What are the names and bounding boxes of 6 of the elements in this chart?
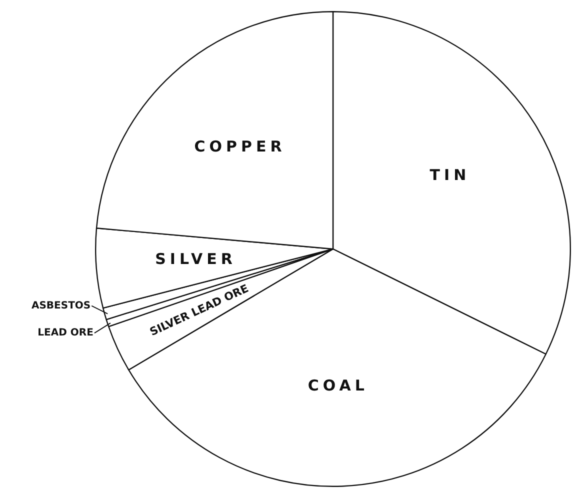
slice-label: ASBESTOS (31, 300, 91, 312)
slice-label: COAL (308, 376, 368, 394)
slice-label: TIN (430, 166, 470, 184)
slice-label: LEAD ORE (38, 328, 94, 339)
slice-label: COPPER (194, 137, 286, 156)
slice-label: SILVER (155, 250, 236, 268)
